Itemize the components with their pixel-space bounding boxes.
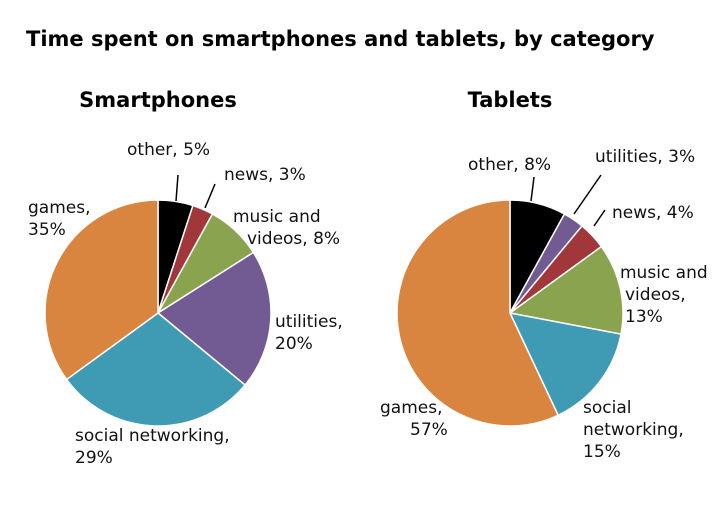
slice-label: 29% [75, 448, 113, 468]
slice-label: social [583, 398, 631, 418]
slice-smartphones-social-networking [65, 312, 247, 427]
slice-label: social networking, [75, 426, 230, 446]
slice-label: 15% [583, 442, 621, 462]
smartphones-subtitle: Smartphones [79, 88, 237, 112]
slice-tablets-games [396, 199, 560, 427]
leader-line [573, 174, 602, 215]
slice-label: 13% [625, 307, 663, 327]
slice-label: networking, [583, 420, 684, 440]
slice-label: utilities, [275, 312, 343, 332]
leader-line [204, 183, 216, 209]
slice-label: 35% [28, 220, 66, 240]
slice-tablets-social-networking [508, 311, 622, 417]
slice-label: videos, [625, 285, 686, 305]
slice-label: videos, 8% [247, 229, 340, 249]
leader-line [175, 174, 179, 202]
slice-label: news, 4% [612, 203, 694, 223]
leader-line [530, 176, 535, 202]
slice-label: music and [620, 263, 708, 283]
leader-line [593, 209, 606, 227]
slice-label: games, [380, 398, 443, 418]
slice-smartphones-games [44, 199, 159, 381]
tablets-subtitle: Tablets [468, 88, 553, 112]
slice-label: other, 5% [127, 140, 210, 160]
slice-label: utilities, 3% [595, 147, 695, 167]
slice-smartphones-utilities [156, 251, 272, 387]
slice-label: 57% [410, 420, 448, 440]
chart-title: Time spent on smartphones and tablets, b… [26, 27, 655, 51]
slice-label: news, 3% [224, 165, 306, 185]
slice-tablets-music-and-videos [508, 245, 624, 336]
slice-label: music and [233, 207, 321, 227]
slice-label: other, 8% [468, 155, 551, 175]
slice-label: 20% [275, 334, 313, 354]
slice-label: games, [28, 198, 91, 218]
